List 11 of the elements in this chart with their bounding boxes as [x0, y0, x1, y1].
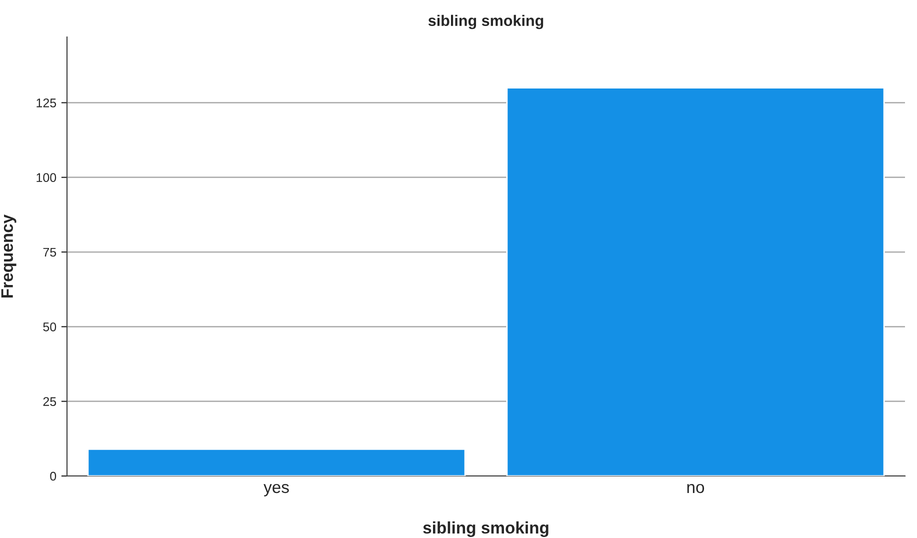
- y-tick-label: 125: [36, 98, 56, 108]
- x-axis-title: sibling smoking: [423, 521, 548, 538]
- y-tick-label: 0: [50, 472, 56, 481]
- y-tick-label: 25: [43, 397, 56, 406]
- y-tick-label: 100: [36, 173, 56, 182]
- y-tick-label: 75: [43, 248, 56, 257]
- x-tick-label: no: [687, 484, 704, 494]
- y-axis-title: Frequency: [1, 214, 16, 298]
- x-tick-label: yes: [264, 484, 289, 496]
- chart-title: sibling smoking: [428, 14, 544, 30]
- y-tick-label: 50: [43, 322, 56, 332]
